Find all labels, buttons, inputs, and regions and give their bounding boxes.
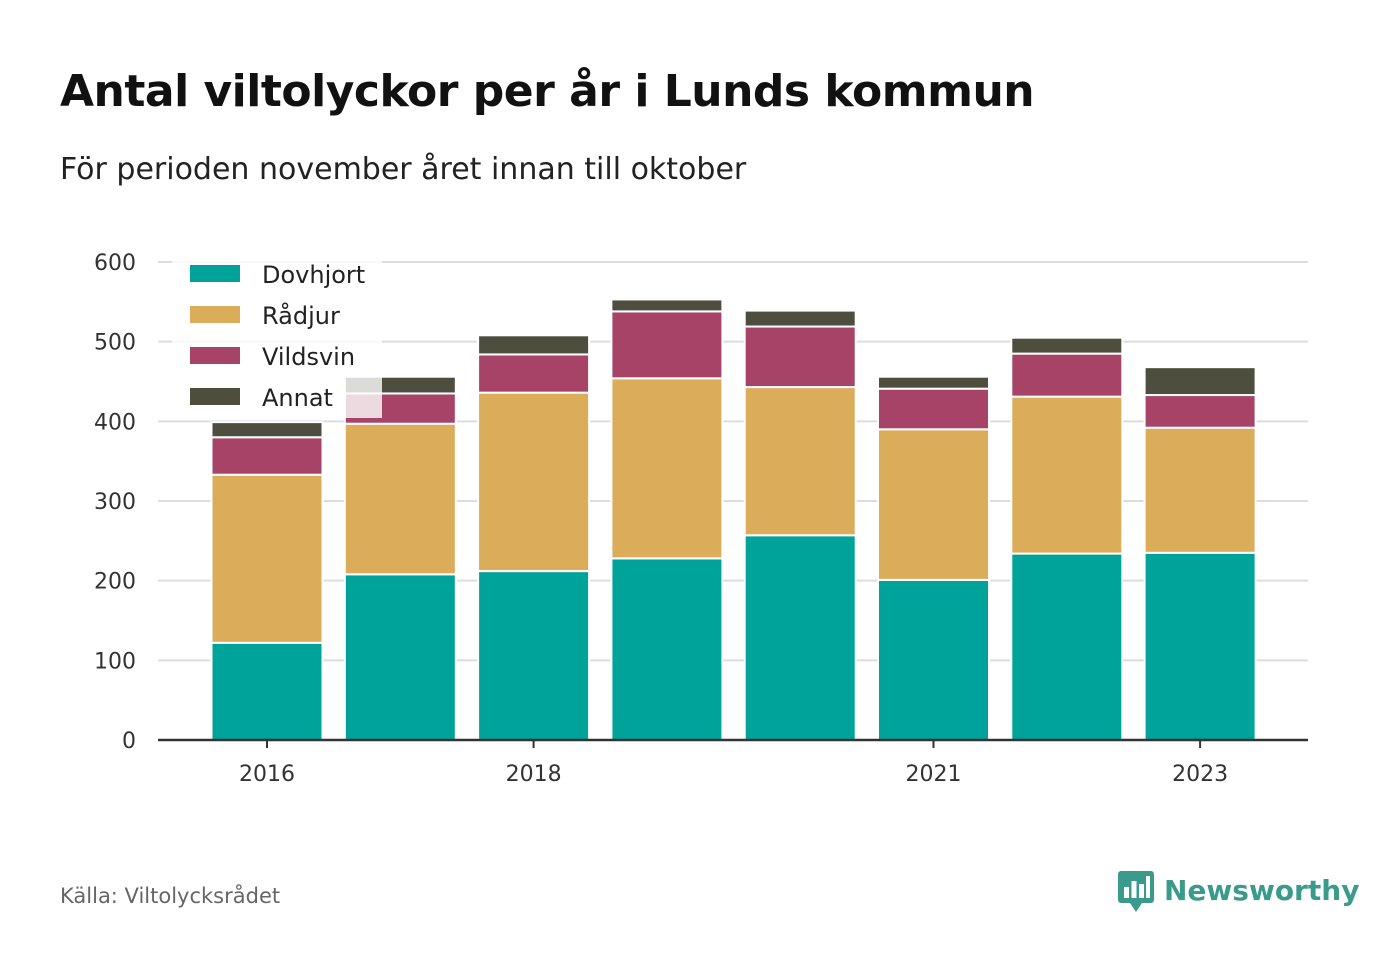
bar-segment-dovhjort-2017: [343, 573, 457, 741]
bar-segment-dovhjort-2016: [210, 641, 324, 741]
bar-segment-annat-2022: [1010, 336, 1124, 355]
bar-segment-rådjur-2017: [343, 422, 457, 576]
newsworthy-logo-icon: [1118, 871, 1154, 912]
bar-segment-vildsvin-2020: [743, 325, 857, 389]
legend-label-dovhjort: Dovhjort: [262, 261, 365, 289]
bar-segment-vildsvin-2023: [1143, 394, 1257, 429]
x-axis: 2016 2018 2021 2023: [158, 738, 1308, 787]
legend-swatch-rådjur: [190, 306, 240, 323]
bar-segment-dovhjort-2020: [743, 534, 857, 741]
bar-segment-vildsvin-2019: [610, 310, 724, 380]
legend-label-annat: Annat: [262, 384, 333, 412]
x-tick-label: 2021: [906, 762, 962, 787]
bar-segment-rådjur-2021: [877, 428, 990, 581]
bar-segment-dovhjort-2022: [1010, 552, 1124, 742]
legend-swatch-vildsvin: [190, 347, 240, 364]
x-tick-label: 2016: [239, 762, 295, 787]
bar-segment-vildsvin-2016: [210, 436, 324, 476]
y-tick-label: 600: [94, 251, 136, 276]
y-tick-label: 0: [122, 729, 136, 754]
x-tick-label: 2023: [1172, 762, 1228, 787]
y-tick-label: 500: [94, 331, 136, 356]
brand-name: Newsworthy: [1164, 873, 1360, 907]
y-tick-label: 200: [94, 570, 136, 595]
bar-segment-dovhjort-2019: [610, 557, 724, 741]
bar-segment-dovhjort-2023: [1143, 551, 1257, 741]
brand-logo: Newsworthy: [1118, 866, 1359, 914]
bar-segment-dovhjort-2018: [477, 570, 591, 742]
x-tick-label: 2018: [506, 762, 562, 787]
source-note: Källa: Viltolycksrådet: [60, 884, 281, 908]
bar-segment-annat-2021: [877, 375, 990, 390]
legend-label-vildsvin: Vildsvin: [262, 343, 355, 371]
bars: [210, 298, 1257, 742]
bar-segment-rådjur-2020: [743, 386, 857, 537]
bar-segment-vildsvin-2021: [877, 387, 990, 431]
bar-segment-dovhjort-2021: [877, 578, 990, 741]
y-tick-label: 400: [94, 410, 136, 435]
legend-label-rådjur: Rådjur: [262, 301, 340, 330]
y-axis-ticks: 0 100 200 300 400 500 600: [94, 251, 136, 754]
bar-segment-annat-2018: [477, 334, 591, 356]
bar-segment-rådjur-2016: [210, 473, 324, 644]
bar-segment-rådjur-2023: [1143, 426, 1257, 554]
bar-segment-annat-2023: [1143, 366, 1257, 397]
legend-swatch-dovhjort: [190, 265, 240, 282]
bar-segment-annat-2019: [610, 298, 724, 313]
bar-segment-vildsvin-2018: [477, 353, 591, 394]
legend-swatch-annat: [190, 388, 240, 405]
bar-segment-rådjur-2022: [1010, 395, 1124, 555]
bar-segment-annat-2016: [210, 421, 324, 439]
bar-segment-rådjur-2018: [477, 391, 591, 573]
chart-title: Antal viltolyckor per år i Lunds kommun: [60, 66, 1035, 117]
bar-segment-annat-2020: [743, 309, 857, 328]
chart-subtitle: För perioden november året innan till ok…: [60, 152, 747, 187]
bar-segment-rådjur-2019: [610, 377, 724, 560]
y-tick-label: 100: [94, 649, 136, 674]
y-tick-label: 300: [94, 490, 136, 515]
bar-segment-vildsvin-2022: [1010, 352, 1124, 398]
legend: Dovhjort Rådjur Vildsvin Annat: [172, 250, 382, 418]
